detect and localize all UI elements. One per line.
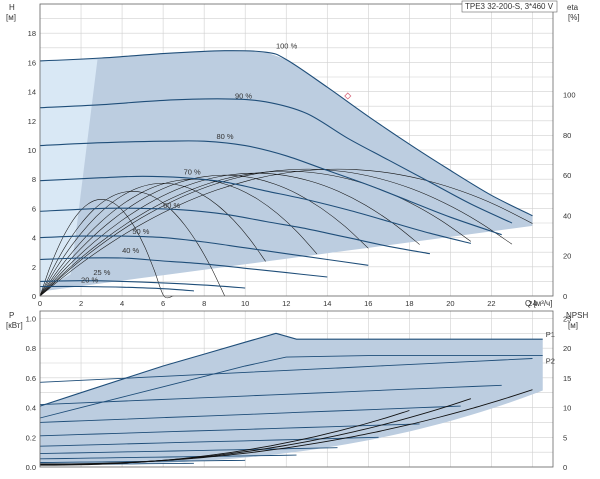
x-tick-label: 22 bbox=[487, 299, 495, 308]
head-curve bbox=[39, 140, 502, 236]
x-tick-label: 10 bbox=[241, 299, 249, 308]
head-frame bbox=[39, 3, 554, 297]
power-y-tick-label: 0.2 bbox=[26, 433, 36, 442]
x-tick-label: 0 bbox=[38, 299, 42, 308]
eta-curve bbox=[39, 199, 174, 299]
x-tick-label: 8 bbox=[202, 299, 206, 308]
eta-curve bbox=[39, 178, 318, 297]
title-box bbox=[461, 0, 558, 13]
npsh-tick-label: 5 bbox=[563, 433, 567, 442]
power-y-tick-label: 1.0 bbox=[26, 314, 36, 323]
speed-power-curve bbox=[39, 447, 338, 455]
head-curve bbox=[39, 98, 513, 224]
npsh-tick-label: 20 bbox=[563, 344, 571, 353]
power-y-tick-label: 0.0 bbox=[26, 463, 36, 472]
head-y-tick-label: 6 bbox=[32, 204, 36, 213]
duty-point-marker bbox=[344, 92, 352, 100]
eta-tick-label: 0 bbox=[563, 292, 567, 301]
head-axis-label: H bbox=[9, 3, 15, 12]
power-y-tick-label: 0.8 bbox=[26, 344, 36, 353]
x-tick-label: 24 bbox=[528, 299, 536, 308]
head-y-tick-label: 10 bbox=[28, 146, 36, 155]
speed-power-curve bbox=[39, 358, 533, 383]
x-tick-label: 18 bbox=[405, 299, 413, 308]
head-curve-label: 100 % bbox=[276, 42, 298, 51]
eta-axis-unit: [%] bbox=[568, 13, 580, 22]
head-y-tick-label: 16 bbox=[28, 58, 36, 67]
flow-axis-label: Q [м³/ч] bbox=[525, 299, 552, 308]
eta-curve bbox=[39, 191, 225, 297]
power-panel-frame bbox=[39, 310, 554, 468]
head-y-tick-label: 14 bbox=[28, 88, 36, 97]
head-curves: 100 % 90 % 80 % 70 % 60 % 50 % 40 % 25 %20 % bbox=[39, 42, 533, 292]
power-panel-ticks: 0.0 0.2 0.4 0.6 0.8 1.0 0 5 10 15 20 25 bbox=[26, 314, 572, 472]
power-axis-label: P bbox=[9, 311, 14, 320]
head-y-tick-label: 18 bbox=[28, 29, 36, 38]
power-frame bbox=[39, 310, 554, 468]
chart-title: TPE3 32-200-S, 3*460 V bbox=[465, 2, 554, 11]
speed-power-curve bbox=[39, 423, 420, 437]
speed-power-curve bbox=[39, 405, 461, 423]
head-panel-frame bbox=[39, 0, 558, 297]
head-y-tick-label: 12 bbox=[28, 117, 36, 126]
x-tick-label: 12 bbox=[282, 299, 290, 308]
eta-tick-label: 60 bbox=[563, 171, 571, 180]
x-tick-label: 2 bbox=[79, 299, 83, 308]
head-y-tick-label: 2 bbox=[32, 263, 36, 272]
head-y-tick-label: 8 bbox=[32, 175, 36, 184]
npsh-axis-label: NPSH bbox=[566, 311, 588, 320]
power-y-tick-label: 0.4 bbox=[26, 404, 36, 413]
power-axis-unit: [кВт] bbox=[6, 321, 23, 330]
power-curve-label: P1 bbox=[546, 330, 555, 339]
head-curve-label: 70 % bbox=[184, 167, 201, 176]
head-curve bbox=[39, 257, 328, 278]
head-curve-label: 50 % bbox=[132, 227, 149, 236]
power-curve-label: P2 bbox=[546, 357, 555, 366]
eta-curve bbox=[39, 172, 420, 297]
x-tick-label: 20 bbox=[446, 299, 454, 308]
head-curve-label: 60 % bbox=[163, 201, 180, 210]
x-tick-label: 14 bbox=[323, 299, 331, 308]
head-curve-label: 80 % bbox=[216, 132, 233, 141]
npsh-curves bbox=[39, 389, 533, 466]
speed-power-curve bbox=[39, 454, 297, 460]
eta-tick-label: 80 bbox=[563, 131, 571, 140]
head-curve bbox=[39, 280, 246, 289]
x-tick-label: 4 bbox=[120, 299, 124, 308]
npsh-tick-label: 25 bbox=[563, 314, 571, 323]
head-axis-unit: [м] bbox=[6, 13, 16, 22]
head-region-light-fill bbox=[40, 59, 98, 292]
head-curve bbox=[39, 175, 472, 244]
power-y-tick-label: 0.6 bbox=[26, 374, 36, 383]
head-curve-label: 25 % bbox=[93, 268, 110, 277]
head-y-tick-label: 4 bbox=[32, 234, 36, 243]
npsh-tick-label: 15 bbox=[563, 374, 571, 383]
head-panel-ticks: 0 2 4 6 8 10 12 14 16 18 20 22 240246810121416180204… bbox=[28, 29, 576, 308]
head-curve-label: 20 % bbox=[81, 275, 98, 284]
npsh-tick-label: 10 bbox=[563, 404, 571, 413]
head-curve bbox=[39, 235, 369, 266]
power-envelope-curve bbox=[39, 332, 543, 407]
head-y-tick-label: 0 bbox=[32, 292, 36, 301]
eta-tick-label: 100 bbox=[563, 91, 576, 100]
npsh-axis-unit: [м] bbox=[568, 321, 578, 330]
eta-curve bbox=[39, 168, 513, 297]
head-curve-label: 40 % bbox=[122, 246, 139, 255]
head-curve-label: 90 % bbox=[235, 91, 252, 100]
head-curve bbox=[39, 207, 431, 255]
x-tick-label: 6 bbox=[161, 299, 165, 308]
eta-tick-label: 20 bbox=[563, 252, 571, 261]
speed-power-curve bbox=[39, 384, 502, 406]
head-curve bbox=[39, 50, 533, 217]
eta-axis-label: eta bbox=[567, 3, 579, 12]
eta-tick-label: 40 bbox=[563, 211, 571, 220]
x-tick-label: 16 bbox=[364, 299, 372, 308]
npsh-curve bbox=[39, 410, 410, 466]
npsh-tick-label: 0 bbox=[563, 463, 567, 472]
head-curve bbox=[39, 285, 194, 292]
